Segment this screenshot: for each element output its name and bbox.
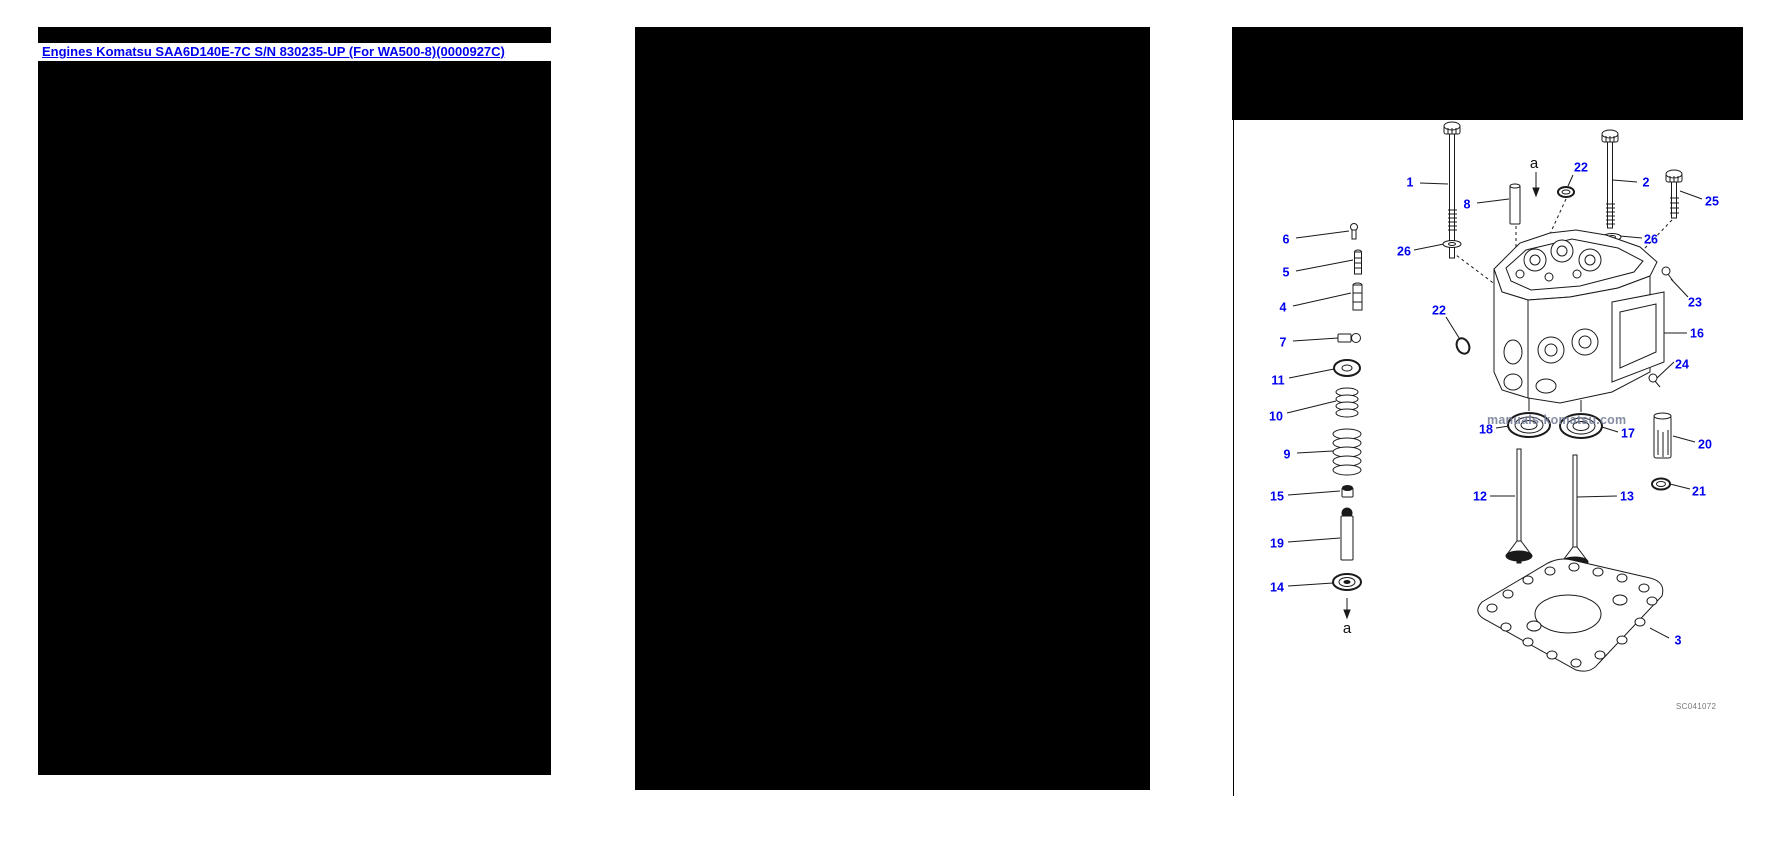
callout-24[interactable]: 24 — [1675, 357, 1689, 371]
callout-17[interactable]: 17 — [1621, 426, 1635, 440]
datum-arrow-bottom — [1343, 598, 1351, 620]
snap-ring-part-21 — [1651, 477, 1671, 491]
callout-25[interactable]: 25 — [1705, 194, 1719, 208]
dowel-pin-part-8 — [1509, 183, 1521, 225]
outer-valve-spring-part-9 — [1332, 428, 1362, 476]
head-bolt-part-2 — [1601, 129, 1619, 229]
seal-ring-part-22-top — [1557, 186, 1575, 198]
callout-23[interactable]: 23 — [1688, 295, 1702, 309]
blacked-out-header-bar-right — [1232, 27, 1743, 120]
tappet-part-20 — [1653, 412, 1672, 459]
valve-stem-seal-part-14 — [1332, 573, 1362, 591]
watermark-text: manuals-komatsu.com — [1487, 413, 1627, 427]
callout-7[interactable]: 7 — [1280, 335, 1287, 349]
callout-1[interactable]: 1 — [1407, 175, 1414, 189]
callout-13[interactable]: 13 — [1620, 489, 1634, 503]
callout-6[interactable]: 6 — [1283, 232, 1290, 246]
blacked-out-page-image-middle — [635, 27, 1150, 790]
callout-22[interactable]: 22 — [1432, 303, 1446, 317]
pin-part-7 — [1337, 333, 1361, 343]
blacked-out-page-image-left — [38, 61, 551, 775]
exhaust-valve-part-13 — [1561, 454, 1589, 570]
head-gasket-part-3 — [1477, 558, 1664, 672]
callout-22[interactable]: 22 — [1574, 160, 1588, 174]
callout-20[interactable]: 20 — [1698, 437, 1712, 451]
bolt-part-23 — [1661, 266, 1674, 282]
callout-16[interactable]: 16 — [1690, 326, 1704, 340]
ball-stud-part-6 — [1350, 223, 1358, 240]
callout-8[interactable]: 8 — [1464, 197, 1471, 211]
plug-part-22-left — [1455, 337, 1471, 355]
breadcrumb-link[interactable]: Engines Komatsu SAA6D140E-7C S/N 830235-… — [42, 44, 505, 59]
callout-5[interactable]: 5 — [1283, 265, 1290, 279]
callout-3[interactable]: 3 — [1675, 633, 1682, 647]
callout-18[interactable]: 18 — [1479, 422, 1493, 436]
blacked-out-strip-left — [38, 27, 551, 43]
intake-valve-part-12 — [1505, 448, 1533, 564]
callout-14[interactable]: 14 — [1270, 580, 1284, 594]
callout-2[interactable]: 2 — [1643, 175, 1650, 189]
inner-valve-spring-part-10 — [1335, 387, 1359, 418]
callout-15[interactable]: 15 — [1270, 489, 1284, 503]
callout-26[interactable]: 26 — [1644, 232, 1658, 246]
figure-code-label: SC041072 — [1676, 702, 1717, 711]
adjusting-screw-part-4 — [1352, 282, 1363, 311]
callout-10[interactable]: 10 — [1269, 409, 1283, 423]
annotation-a: a — [1530, 155, 1539, 172]
datum-arrow-top — [1532, 172, 1540, 198]
bolt-part-24 — [1648, 373, 1661, 388]
valve-cotter-part-15 — [1341, 485, 1354, 498]
valve-guide-part-19 — [1340, 507, 1354, 561]
head-bolt-part-1 — [1443, 121, 1461, 259]
callout-21[interactable]: 21 — [1692, 484, 1706, 498]
leader-lines — [1286, 174, 1703, 639]
diagram-page-border — [1233, 120, 1234, 796]
spring-washer-part-11 — [1333, 359, 1361, 377]
head-bolt-part-25 — [1665, 169, 1683, 219]
cylinder-head-part-16-body — [1493, 229, 1665, 404]
annotation-a: a — [1343, 620, 1352, 637]
callout-26[interactable]: 26 — [1397, 244, 1411, 258]
callout-11[interactable]: 11 — [1271, 373, 1284, 387]
valve-seat-insert-part-18 — [1507, 412, 1551, 438]
flat-washer-part-26-left — [1442, 240, 1462, 248]
valve-seat-insert-part-17 — [1559, 413, 1603, 439]
threaded-stud-part-5 — [1354, 249, 1362, 275]
callout-9[interactable]: 9 — [1284, 447, 1291, 461]
callout-19[interactable]: 19 — [1270, 536, 1284, 550]
callout-12[interactable]: 12 — [1473, 489, 1487, 503]
callout-4[interactable]: 4 — [1280, 300, 1287, 314]
